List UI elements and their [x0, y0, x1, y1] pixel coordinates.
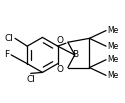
Text: Me: Me — [107, 71, 118, 80]
Text: F: F — [4, 50, 9, 59]
Text: O: O — [57, 36, 64, 45]
Text: Me: Me — [107, 55, 118, 64]
Text: Cl: Cl — [4, 34, 13, 43]
Text: Me: Me — [107, 26, 118, 35]
Text: Me: Me — [107, 42, 118, 51]
Text: Cl: Cl — [26, 75, 35, 84]
Text: O: O — [57, 65, 64, 74]
Text: B: B — [72, 50, 78, 59]
